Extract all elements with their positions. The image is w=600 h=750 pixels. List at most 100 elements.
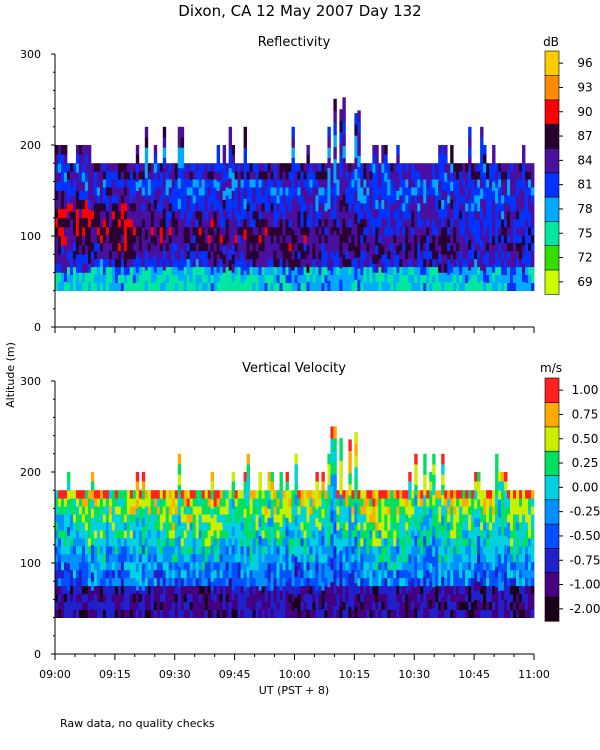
heatmap-cell <box>189 187 194 196</box>
heatmap-cell <box>342 278 346 291</box>
heatmap-cell <box>255 218 259 228</box>
heatmap-cell <box>522 217 526 228</box>
heatmap-cell <box>171 218 176 228</box>
heatmap-cell <box>168 569 173 579</box>
heatmap-cell <box>207 218 212 228</box>
heatmap-cell <box>480 593 484 603</box>
heatmap-cell <box>342 193 346 207</box>
heatmap-cell <box>312 530 316 539</box>
heatmap-cell <box>237 266 242 276</box>
heatmap-cell <box>411 553 415 563</box>
heatmap-cell <box>285 572 289 582</box>
heatmap-cell <box>489 545 493 555</box>
heatmap-cell <box>324 506 328 515</box>
heatmap-cell <box>231 199 236 210</box>
heatmap-cell <box>222 506 227 515</box>
heatmap-cell <box>402 545 406 555</box>
heatmap-cell <box>174 593 179 603</box>
heatmap-cell <box>441 607 445 618</box>
heatmap-cell <box>360 514 364 523</box>
heatmap-cell <box>345 569 349 579</box>
heatmap-cell <box>369 226 373 236</box>
heatmap-cell <box>219 163 224 172</box>
heatmap-cell <box>339 199 343 212</box>
heatmap-cell <box>399 553 403 563</box>
heatmap-cell <box>408 499 412 509</box>
heatmap-cell <box>165 553 170 563</box>
heatmap-cell <box>60 530 65 539</box>
heatmap-cell <box>447 514 451 523</box>
heatmap-cell <box>501 266 505 276</box>
heatmap-cell <box>177 259 182 271</box>
heatmap-cell <box>477 517 481 527</box>
heatmap-cell <box>66 258 71 268</box>
heatmap-cell <box>198 234 203 244</box>
heatmap-cell <box>354 146 358 158</box>
heatmap-cell <box>306 181 310 191</box>
heatmap-cell <box>123 593 128 603</box>
heatmap-cell <box>138 203 143 212</box>
heatmap-cell <box>435 609 439 618</box>
heatmap-cell <box>381 569 385 579</box>
heatmap-cell <box>444 163 448 173</box>
heatmap-cell <box>198 553 203 563</box>
heatmap-cell <box>195 561 200 571</box>
heatmap-cell <box>192 506 197 515</box>
heatmap-cell <box>90 563 95 573</box>
heatmap-cell <box>87 498 92 507</box>
heatmap-cell <box>510 282 514 291</box>
heatmap-cell <box>72 218 77 228</box>
heatmap-cell <box>402 203 406 212</box>
heatmap-cell <box>369 530 373 539</box>
heatmap-cell <box>486 609 490 618</box>
heatmap-cell <box>447 266 451 276</box>
heatmap-cell <box>63 498 68 507</box>
y-tick-label: 100 <box>20 230 41 243</box>
heatmap-cell <box>468 147 472 158</box>
heatmap-cell <box>366 530 370 539</box>
heatmap-cell <box>411 195 415 204</box>
heatmap-cell <box>153 522 158 531</box>
heatmap-cell <box>492 601 496 611</box>
heatmap-cell <box>354 279 358 291</box>
heatmap-cell <box>204 282 209 291</box>
heatmap-cell <box>447 210 451 220</box>
heatmap-cell <box>57 254 62 264</box>
heatmap-cell <box>84 522 89 531</box>
heatmap-cell <box>231 499 236 509</box>
heatmap-cell <box>468 259 472 271</box>
heatmap-cell <box>276 585 280 595</box>
heatmap-cell <box>219 561 224 571</box>
heatmap-cell <box>240 258 244 268</box>
heatmap-cell <box>114 490 119 499</box>
colorbar-label: 84 <box>577 153 592 167</box>
heatmap-cell <box>282 218 286 228</box>
heatmap-cell <box>471 266 475 276</box>
heatmap-cell <box>366 282 370 291</box>
heatmap-cell <box>81 561 86 571</box>
heatmap-cell <box>396 593 400 603</box>
heatmap-cell <box>492 545 496 555</box>
heatmap-cell <box>81 522 86 531</box>
heatmap-cell <box>84 530 89 539</box>
heatmap-cell <box>162 490 167 499</box>
heatmap-cell <box>402 179 406 188</box>
heatmap-cell <box>483 236 487 246</box>
heatmap-cell <box>150 569 155 579</box>
heatmap-cell <box>369 537 373 547</box>
heatmap-cell <box>285 203 289 212</box>
heatmap-cell <box>480 545 484 555</box>
heatmap-cell <box>264 274 268 284</box>
heatmap-cell <box>168 561 173 571</box>
heatmap-cell <box>126 498 131 507</box>
heatmap-cell <box>474 535 478 546</box>
heatmap-cell <box>210 553 215 564</box>
heatmap-cell <box>225 242 230 252</box>
heatmap-cell <box>186 561 191 571</box>
heatmap-cell <box>177 208 182 220</box>
heatmap-cell <box>186 203 191 212</box>
heatmap-cell <box>165 171 170 180</box>
heatmap-cell <box>291 229 295 240</box>
heatmap-cell <box>225 537 230 547</box>
heatmap-cell <box>108 195 113 204</box>
